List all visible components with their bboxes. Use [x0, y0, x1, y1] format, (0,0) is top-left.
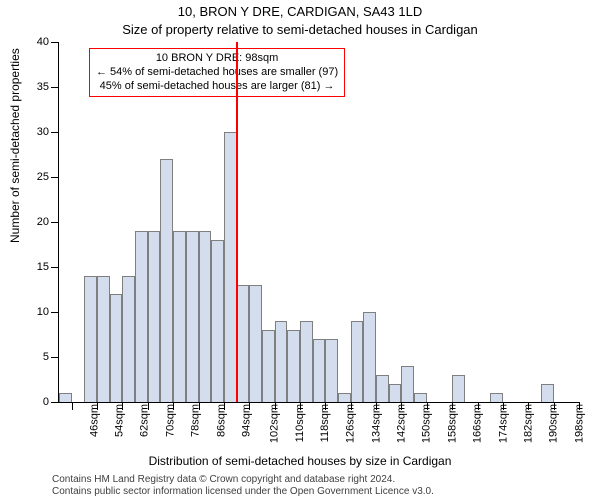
x-tick [300, 402, 301, 410]
histogram-bar [363, 312, 376, 402]
y-tick [51, 312, 59, 313]
histogram-bar [97, 276, 110, 402]
x-tick [173, 402, 174, 410]
y-tick-label: 20 [37, 216, 49, 228]
histogram-bar [376, 375, 389, 402]
histogram-bar [186, 231, 199, 402]
x-tick [579, 402, 580, 410]
y-tick [51, 87, 59, 88]
x-tick [249, 402, 250, 410]
reference-line [236, 42, 238, 402]
histogram-bar [135, 231, 148, 402]
histogram-bar [351, 321, 364, 402]
histogram-bar [313, 339, 326, 402]
histogram-bar [490, 393, 503, 402]
histogram-bar [110, 294, 123, 402]
y-tick-label: 10 [37, 306, 49, 318]
y-tick-label: 40 [37, 36, 49, 48]
histogram-bar [173, 231, 186, 402]
histogram-bar [237, 285, 250, 402]
y-tick-label: 0 [43, 396, 49, 408]
y-tick [51, 267, 59, 268]
x-tick [376, 402, 377, 410]
y-tick [51, 402, 59, 403]
x-axis-label: Distribution of semi-detached houses by … [0, 454, 600, 468]
histogram-bar [84, 276, 97, 402]
y-tick-label: 35 [37, 81, 49, 93]
x-tick [401, 402, 402, 410]
annotation-line-2: ← 54% of semi-detached houses are smalle… [96, 66, 338, 80]
x-tick-label: 94sqm [240, 404, 252, 437]
footnote-line-1: Contains HM Land Registry data © Crown c… [52, 474, 590, 486]
x-tick [351, 402, 352, 410]
chart-title-sub: Size of property relative to semi-detach… [0, 22, 600, 37]
x-tick-label: 78sqm [190, 404, 202, 437]
x-tick [503, 402, 504, 410]
plot-area: 10 BRON Y DRE: 98sqm ← 54% of semi-detac… [58, 42, 579, 403]
x-tick [148, 402, 149, 410]
x-tick [224, 402, 225, 410]
histogram-bar [401, 366, 414, 402]
histogram-bar [300, 321, 313, 402]
x-tick [528, 402, 529, 410]
annotation-line-3: 45% of semi-detached houses are larger (… [96, 80, 338, 94]
histogram-bar [262, 330, 275, 402]
histogram-bar [59, 393, 72, 402]
x-tick [275, 402, 276, 410]
histogram-bar [389, 384, 402, 402]
reference-annotation: 10 BRON Y DRE: 98sqm ← 54% of semi-detac… [89, 48, 345, 97]
x-tick [97, 402, 98, 410]
histogram-bar [275, 321, 288, 402]
y-axis-label: Number of semi-detached properties [8, 48, 22, 243]
x-tick [478, 402, 479, 410]
y-tick [51, 177, 59, 178]
y-tick-label: 5 [43, 351, 49, 363]
histogram-bar [122, 276, 135, 402]
y-tick [51, 132, 59, 133]
histogram-bar [211, 240, 224, 402]
chart-footnote: Contains HM Land Registry data © Crown c… [52, 474, 590, 498]
x-tick [554, 402, 555, 410]
y-tick-label: 30 [37, 126, 49, 138]
x-tick-label: 46sqm [88, 404, 100, 437]
y-tick-label: 15 [37, 261, 49, 273]
histogram-bar [414, 393, 427, 402]
annotation-line-1: 10 BRON Y DRE: 98sqm [96, 52, 338, 66]
x-tick-label: 86sqm [215, 404, 227, 437]
x-tick [122, 402, 123, 410]
histogram-bar [541, 384, 554, 402]
x-tick [427, 402, 428, 410]
x-tick-label: 54sqm [114, 404, 126, 437]
x-tick [325, 402, 326, 410]
histogram-bar [199, 231, 212, 402]
y-tick [51, 222, 59, 223]
histogram-bar [160, 159, 173, 402]
y-tick-label: 25 [37, 171, 49, 183]
x-tick [72, 402, 73, 410]
histogram-chart: 10, BRON Y DRE, CARDIGAN, SA43 1LD Size … [0, 0, 600, 500]
histogram-bar [452, 375, 465, 402]
histogram-bar [249, 285, 262, 402]
histogram-bar [338, 393, 351, 402]
x-tick [199, 402, 200, 410]
histogram-bar [325, 339, 338, 402]
x-tick-label: 70sqm [164, 404, 176, 437]
x-tick [452, 402, 453, 410]
histogram-bar [148, 231, 161, 402]
y-tick [51, 357, 59, 358]
chart-title-main: 10, BRON Y DRE, CARDIGAN, SA43 1LD [0, 4, 600, 19]
y-tick [51, 42, 59, 43]
x-tick-label: 62sqm [139, 404, 151, 437]
footnote-line-2: Contains public sector information licen… [52, 486, 590, 498]
histogram-bar [287, 330, 300, 402]
